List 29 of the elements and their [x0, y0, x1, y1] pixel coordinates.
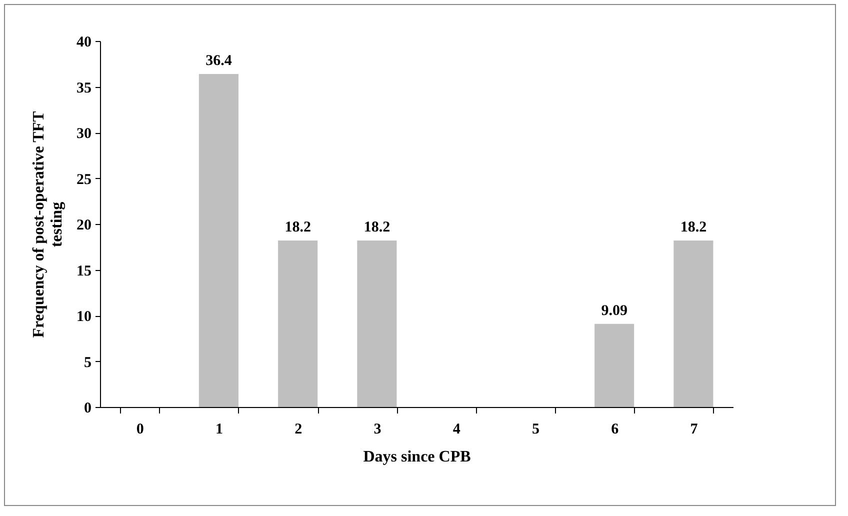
y-tick-label: 20	[76, 218, 92, 234]
bar	[594, 324, 634, 407]
x-tick-label: 0	[136, 422, 144, 438]
y-tick-label: 15	[76, 263, 92, 280]
x-tick-label: 5	[532, 422, 540, 438]
y-axis-title: Frequency of post-operative TFT testing	[30, 110, 66, 338]
bar	[278, 240, 318, 407]
x-tick-label: 2	[294, 422, 302, 438]
bar	[357, 240, 397, 407]
x-tick-label: 4	[452, 422, 461, 438]
data-label: 36.4	[206, 52, 232, 69]
x-tick-label: 3	[374, 422, 382, 438]
data-label: 18.2	[284, 219, 311, 236]
data-label: 9.09	[601, 302, 628, 319]
x-tick-label: 7	[690, 422, 698, 438]
y-tick-label: 10	[76, 309, 92, 325]
y-tick-label: 0	[84, 400, 92, 416]
x-tick-label: 6	[611, 422, 620, 438]
bar	[674, 240, 714, 407]
x-tick-label: 1	[215, 422, 223, 438]
y-tick-label: 25	[76, 172, 92, 188]
y-tick-label: 30	[76, 126, 92, 142]
y-tick-label: 5	[84, 354, 92, 371]
bar	[198, 74, 238, 407]
y-tick-label: 40	[76, 34, 92, 50]
y-tick-label: 35	[76, 80, 92, 96]
data-label: 18.2	[680, 219, 707, 236]
x-axis-title: Days since CPB	[363, 448, 472, 466]
data-label: 18.2	[364, 219, 390, 236]
